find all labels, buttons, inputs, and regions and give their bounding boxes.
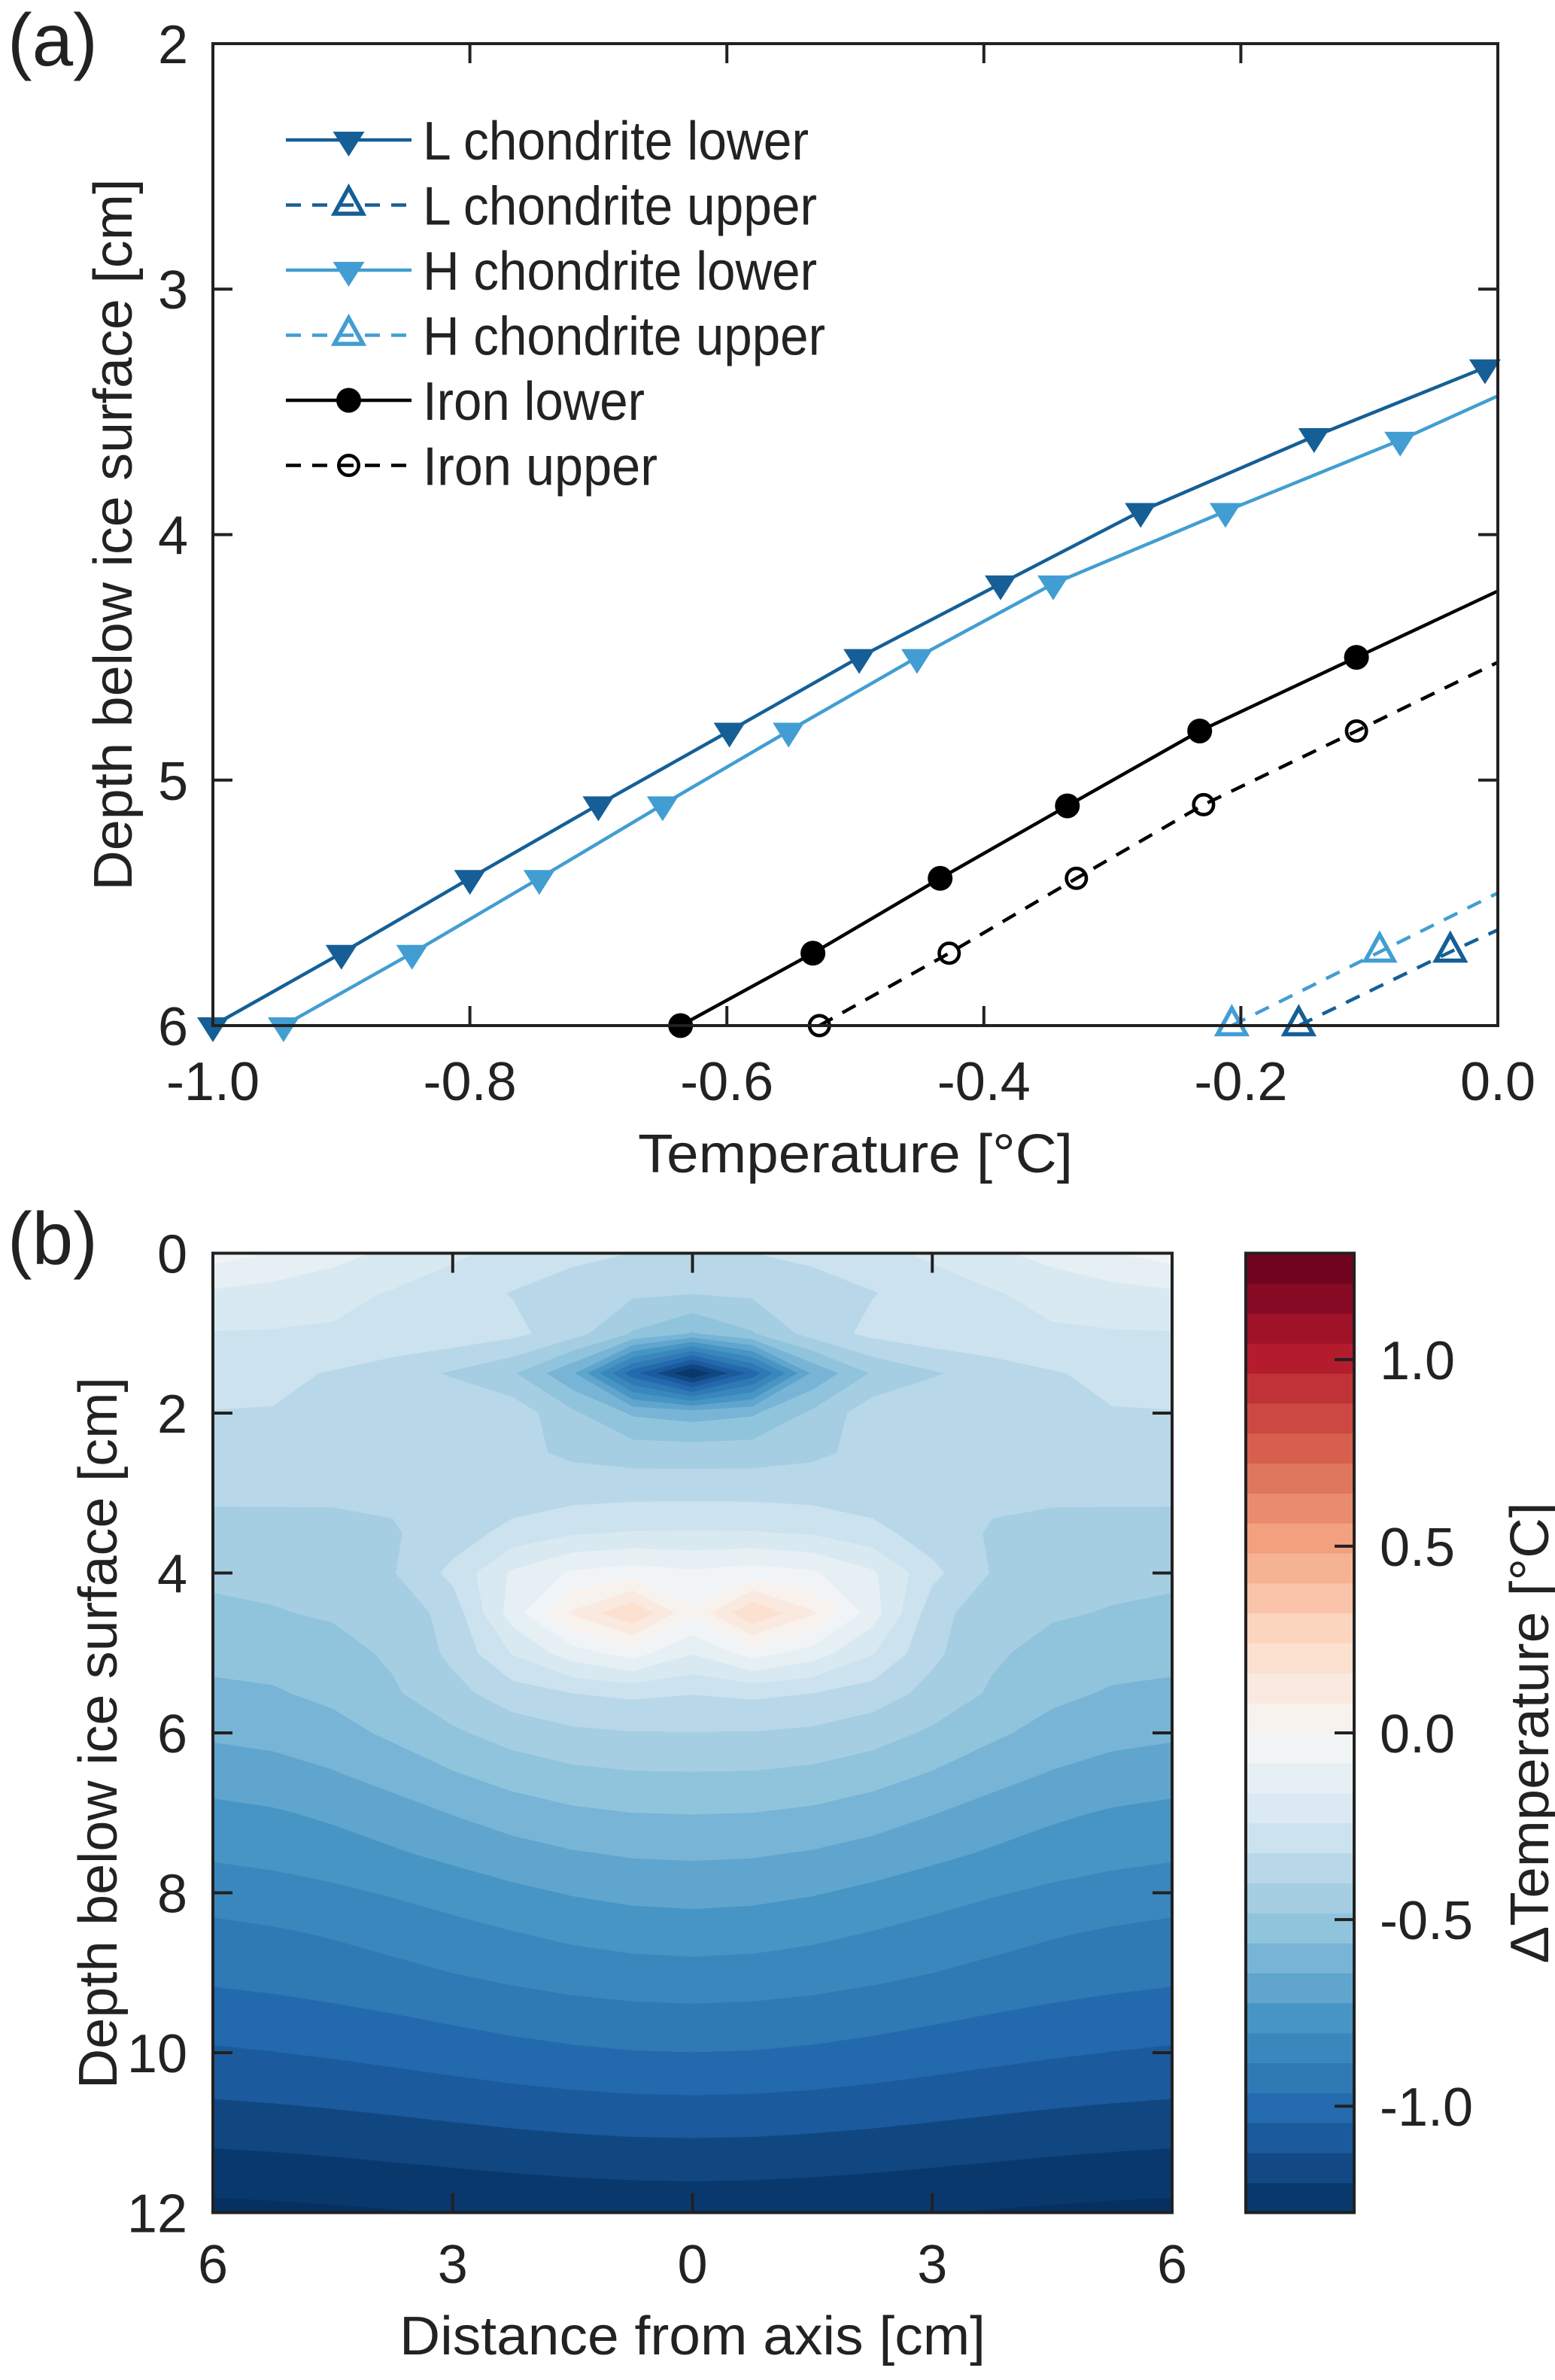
svg-text:3: 3 bbox=[917, 2235, 947, 2295]
svg-text:Depth below ice surface [cm]: Depth below ice surface [cm] bbox=[84, 179, 144, 891]
svg-text:Depth below ice surface [cm]: Depth below ice surface [cm] bbox=[68, 1377, 129, 2089]
svg-text:ΔTemperature [°C]: ΔTemperature [°C] bbox=[1500, 1503, 1555, 1964]
svg-text:0.5: 0.5 bbox=[1380, 1518, 1455, 1578]
svg-text:0: 0 bbox=[677, 2235, 707, 2295]
svg-text:3: 3 bbox=[438, 2235, 468, 2295]
svg-text:6: 6 bbox=[157, 1704, 187, 1764]
svg-text:Iron lower: Iron lower bbox=[423, 372, 645, 432]
svg-text:-0.8: -0.8 bbox=[424, 1052, 517, 1112]
svg-text:(a): (a) bbox=[8, 0, 98, 81]
svg-text:2: 2 bbox=[158, 15, 188, 75]
svg-text:Iron upper: Iron upper bbox=[423, 437, 658, 497]
svg-text:0.0: 0.0 bbox=[1460, 1052, 1535, 1112]
svg-text:5: 5 bbox=[158, 752, 188, 812]
svg-text:-0.2: -0.2 bbox=[1194, 1052, 1287, 1112]
svg-text:4: 4 bbox=[158, 506, 188, 567]
svg-text:6: 6 bbox=[158, 997, 188, 1057]
svg-text:6: 6 bbox=[198, 2235, 228, 2295]
svg-text:0: 0 bbox=[157, 1225, 187, 1285]
svg-text:Distance from axis [cm]: Distance from axis [cm] bbox=[399, 2306, 986, 2366]
svg-text:12: 12 bbox=[127, 2184, 187, 2245]
svg-text:H chondrite upper: H chondrite upper bbox=[423, 307, 825, 367]
svg-text:-0.4: -0.4 bbox=[937, 1052, 1031, 1112]
svg-text:L chondrite lower: L chondrite lower bbox=[423, 111, 809, 172]
svg-text:1.0: 1.0 bbox=[1380, 1331, 1455, 1391]
svg-text:-1.0: -1.0 bbox=[166, 1052, 260, 1112]
svg-text:0.0: 0.0 bbox=[1380, 1704, 1455, 1764]
svg-text:-0.5: -0.5 bbox=[1380, 1891, 1473, 1951]
svg-text:4: 4 bbox=[157, 1545, 187, 1605]
svg-text:6: 6 bbox=[1157, 2235, 1187, 2295]
svg-text:3: 3 bbox=[158, 260, 188, 321]
svg-text:-0.6: -0.6 bbox=[680, 1052, 773, 1112]
svg-text:10: 10 bbox=[127, 2024, 187, 2084]
svg-text:-1.0: -1.0 bbox=[1380, 2078, 1473, 2138]
svg-text:2: 2 bbox=[157, 1385, 187, 1445]
svg-text:(b): (b) bbox=[8, 1197, 98, 1280]
svg-text:8: 8 bbox=[157, 1865, 187, 1925]
svg-text:L chondrite upper: L chondrite upper bbox=[423, 177, 817, 237]
svg-text:H chondrite lower: H chondrite lower bbox=[423, 242, 817, 302]
svg-text:Temperature [°C]: Temperature [°C] bbox=[638, 1124, 1073, 1184]
